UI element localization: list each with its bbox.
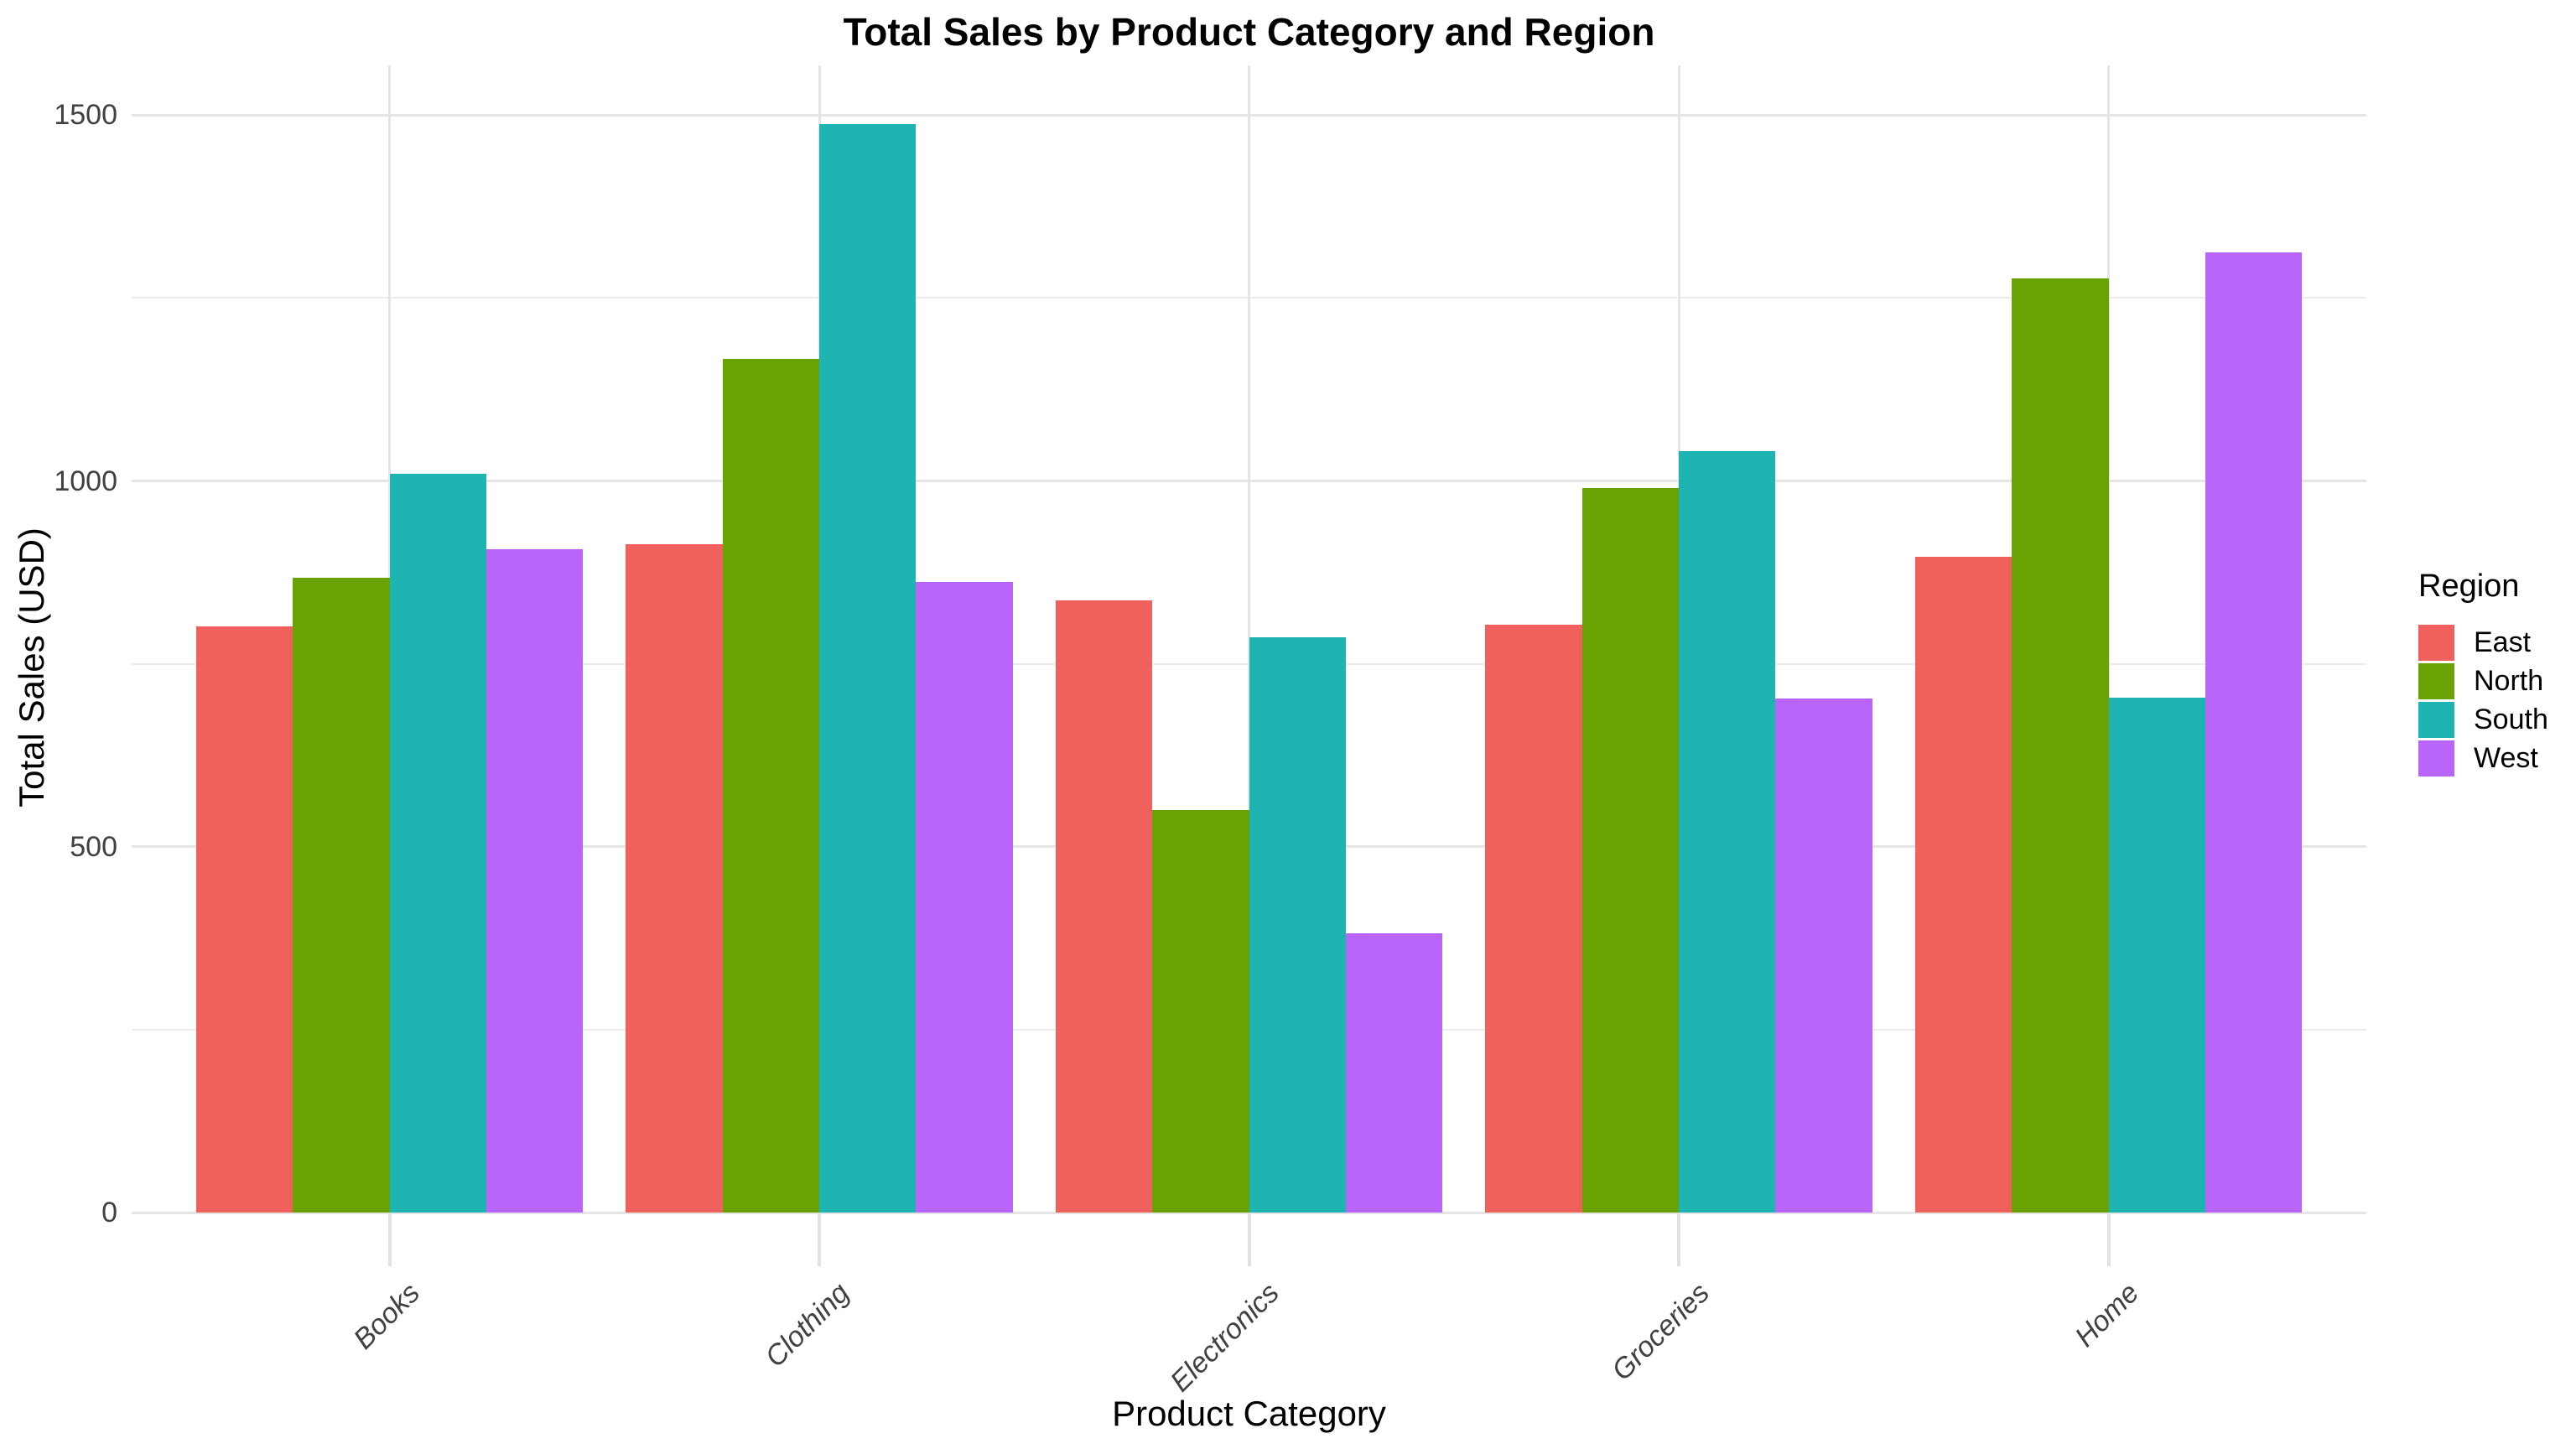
bar-clothing-south xyxy=(819,123,917,1213)
bar-home-west xyxy=(2205,252,2303,1213)
bar-books-north xyxy=(293,577,390,1213)
bar-groceries-north xyxy=(1581,488,1679,1213)
bar-clothing-west xyxy=(916,581,1013,1213)
y-tick-label-1000: 1000 xyxy=(54,465,117,497)
bar-electronics-east xyxy=(1055,600,1153,1213)
bar-clothing-east xyxy=(626,543,723,1213)
x-axis-title: Product Category xyxy=(1112,1394,1386,1433)
y-axis-title: Total Sales (USD) xyxy=(12,527,51,808)
x-axis-tick-groceries xyxy=(1677,1213,1680,1266)
bar-groceries-east xyxy=(1485,625,1582,1213)
bar-books-east xyxy=(195,626,293,1213)
legend-swatch-east xyxy=(2418,625,2454,661)
legend-label-north: North xyxy=(2474,665,2544,697)
bar-groceries-west xyxy=(1775,698,1872,1213)
x-tick-label-home: Home xyxy=(2069,1276,2146,1353)
legend-item-north: North xyxy=(2418,663,2548,699)
legend-item-south: South xyxy=(2418,702,2548,738)
x-tick-label-clothing: Clothing xyxy=(759,1276,856,1374)
legend-item-east: East xyxy=(2418,625,2548,661)
legend: Region East North South West xyxy=(2418,569,2548,779)
x-axis-tick-books xyxy=(387,1213,392,1266)
bar-home-south xyxy=(2108,697,2205,1213)
y-tick-label-1500: 1500 xyxy=(54,99,117,132)
bar-clothing-north xyxy=(722,358,819,1213)
legend-item-west: West xyxy=(2418,740,2548,776)
legend-swatch-west xyxy=(2418,740,2454,776)
x-axis-tick-electronics xyxy=(1247,1213,1251,1266)
bar-electronics-south xyxy=(1249,637,1346,1213)
x-tick-label-electronics: Electronics xyxy=(1164,1276,1286,1399)
legend-label-west: West xyxy=(2474,742,2538,774)
y-tick-label-0: 0 xyxy=(101,1197,117,1228)
x-axis-tick-clothing xyxy=(818,1213,821,1266)
bar-books-south xyxy=(389,473,486,1213)
bar-groceries-south xyxy=(1679,450,1776,1213)
bar-home-east xyxy=(1914,557,2012,1213)
x-axis-tick-home xyxy=(2106,1213,2111,1266)
legend-label-east: East xyxy=(2474,626,2532,658)
legend-items: East North South West xyxy=(2418,625,2548,776)
x-tick-label-books: Books xyxy=(347,1276,427,1356)
bar-home-north xyxy=(2012,278,2109,1213)
chart-title: Total Sales by Product Category and Regi… xyxy=(843,10,1655,54)
vertical-gridline-home xyxy=(2107,65,2110,1213)
y-tick-label-500: 500 xyxy=(70,830,117,863)
bar-electronics-west xyxy=(1345,932,1443,1213)
legend-swatch-north xyxy=(2418,663,2454,699)
bar-electronics-north xyxy=(1152,810,1249,1213)
x-tick-label-groceries: Groceries xyxy=(1605,1276,1716,1387)
bar-books-west xyxy=(486,548,584,1213)
legend-label-south: South xyxy=(2474,704,2548,735)
legend-swatch-south xyxy=(2418,702,2454,738)
legend-title: Region xyxy=(2418,569,2520,604)
